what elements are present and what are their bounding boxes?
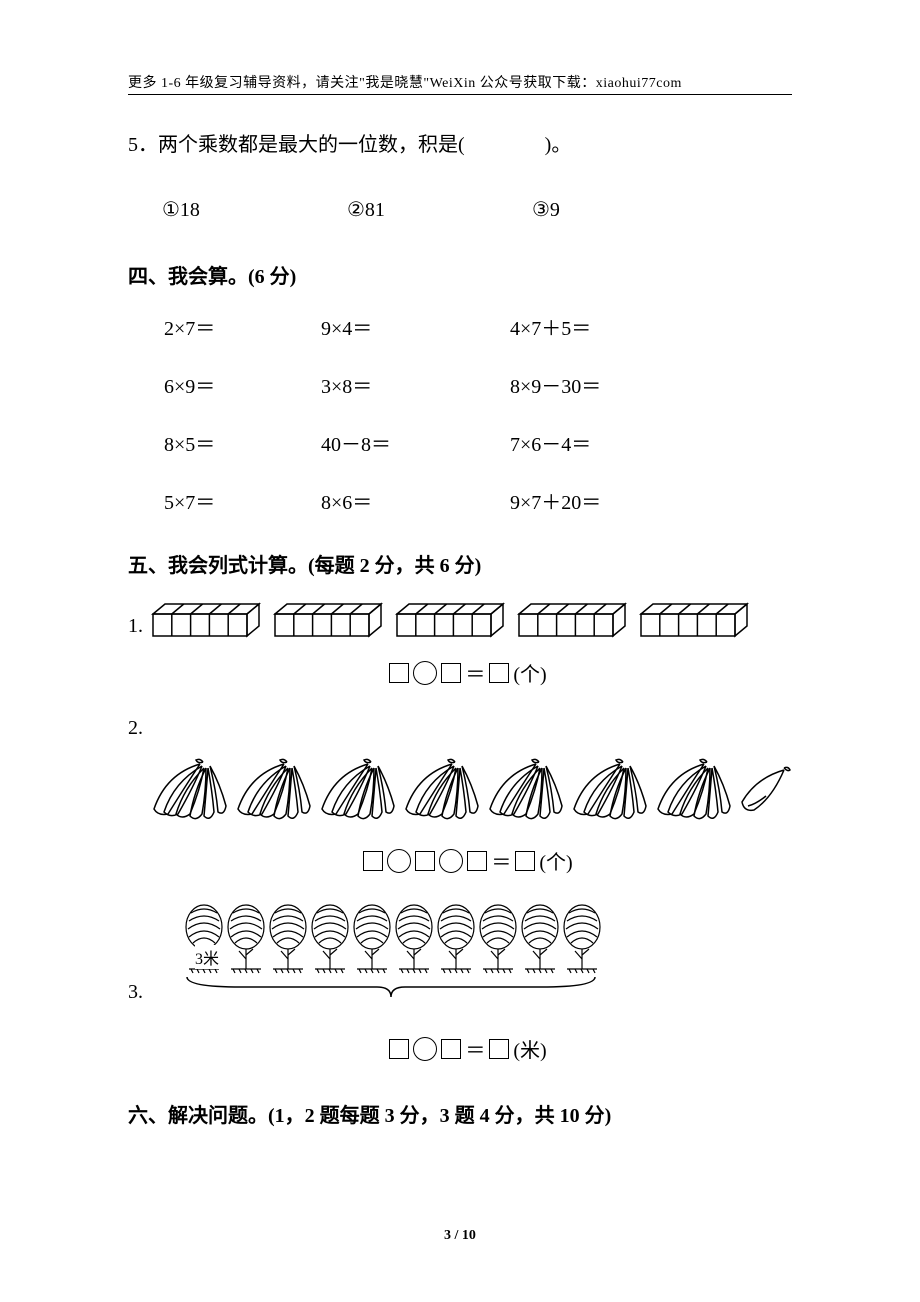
banana-bunch-icon	[316, 754, 398, 826]
calc-cell: 5×7＝	[164, 493, 316, 513]
blank-circle-icon	[413, 661, 437, 685]
tree-icon	[559, 903, 605, 975]
calc-row: 5×7＝ 8×6＝ 9×7＋20＝	[164, 493, 808, 513]
page-number: 3 / 10	[0, 1228, 920, 1244]
banana-bunch-icon	[484, 754, 566, 826]
calc-cell: 4×7＋5＝	[510, 319, 591, 339]
blank-square-icon	[441, 1039, 461, 1059]
blank-square-icon	[441, 663, 461, 683]
trees-row	[181, 903, 605, 975]
blank-circle-icon	[387, 849, 411, 873]
q5-opt3: ③9	[532, 197, 560, 222]
section-5-title: 五、我会列式计算。(每题 2 分，共 6 分)	[128, 549, 808, 578]
distance-label: 3米	[195, 945, 219, 969]
equals-sign: ＝	[465, 1034, 485, 1063]
header-rule	[128, 94, 792, 95]
banana-bunch-icon	[568, 754, 650, 826]
banana-bunch-icon	[232, 754, 314, 826]
calc-cell: 8×5＝	[164, 435, 316, 455]
calc-cell: 8×6＝	[321, 493, 505, 513]
brace-icon	[181, 975, 601, 1001]
item-1-label: 1.	[128, 615, 143, 638]
equals-sign: ＝	[465, 658, 485, 687]
blank-square-icon	[467, 851, 487, 871]
calc-cell: 40－8＝	[321, 435, 505, 455]
section-4-title: 四、我会算。(6 分)	[128, 260, 808, 289]
calc-grid: 2×7＝ 9×4＝ 4×7＋5＝ 6×9＝ 3×8＝ 8×9－30＝ 8×5＝ …	[164, 319, 808, 513]
banana-bunch-icon	[148, 754, 230, 826]
calc-cell: 7×6－4＝	[510, 435, 591, 455]
question-5-options: ①18 ②81 ③9	[162, 197, 808, 222]
banana-row	[148, 754, 808, 826]
blank-square-icon	[489, 1039, 509, 1059]
tree-icon	[433, 903, 479, 975]
equals-sign: ＝	[491, 846, 511, 875]
page-content: 5．两个乘数都是最大的一位数，积是( )。 ①18 ②81 ③9 四、我会算。(…	[128, 120, 808, 1128]
tree-icon	[307, 903, 353, 975]
calc-cell: 9×7＋20＝	[510, 493, 601, 513]
q5-opt2: ②81	[347, 197, 527, 222]
tree-icon	[475, 903, 521, 975]
cuboid-icon	[395, 602, 505, 638]
tree-icon	[391, 903, 437, 975]
tree-block: 3米	[181, 903, 605, 1006]
calc-cell: 6×9＝	[164, 377, 316, 397]
item-3-label: 3.	[128, 981, 143, 1004]
calc-row: 8×5＝ 40－8＝ 7×6－4＝	[164, 435, 808, 455]
unit-label: (个)	[513, 658, 546, 687]
blank-square-icon	[363, 851, 383, 871]
cuboid-icon	[273, 602, 383, 638]
item-2-label: 2.	[128, 717, 808, 740]
item-1: 1.	[128, 602, 808, 638]
calc-cell: 9×4＝	[321, 319, 505, 339]
formula-1: ＝ (个)	[128, 658, 808, 687]
blank-circle-icon	[413, 1037, 437, 1061]
q5-opt1: ①18	[162, 197, 342, 222]
question-5: 5．两个乘数都是最大的一位数，积是( )。	[128, 128, 808, 157]
section-6-title: 六、解决问题。(1，2 题每题 3 分，3 题 4 分，共 10 分)	[128, 1099, 808, 1128]
unit-label: (米)	[513, 1034, 546, 1063]
tree-icon	[349, 903, 395, 975]
cuboid-icon	[517, 602, 627, 638]
calc-cell: 8×9－30＝	[510, 377, 601, 397]
cuboid-icon	[639, 602, 749, 638]
blank-square-icon	[389, 663, 409, 683]
tree-icon	[265, 903, 311, 975]
banana-single-icon	[736, 760, 794, 820]
formula-2: ＝ (个)	[128, 846, 808, 875]
unit-label: (个)	[539, 846, 572, 875]
cuboid-row	[151, 602, 749, 638]
blank-square-icon	[415, 851, 435, 871]
blank-square-icon	[489, 663, 509, 683]
item-3: 3. 3米	[128, 903, 808, 1006]
tree-icon	[223, 903, 269, 975]
page-header: 更多 1-6 年级复习辅导资料，请关注"我是晓慧"WeiXin 公众号获取下载：…	[128, 72, 682, 92]
banana-bunch-icon	[400, 754, 482, 826]
banana-bunch-icon	[652, 754, 734, 826]
calc-row: 2×7＝ 9×4＝ 4×7＋5＝	[164, 319, 808, 339]
calc-row: 6×9＝ 3×8＝ 8×9－30＝	[164, 377, 808, 397]
blank-circle-icon	[439, 849, 463, 873]
tree-icon	[517, 903, 563, 975]
formula-3: ＝ (米)	[128, 1034, 808, 1063]
blank-square-icon	[389, 1039, 409, 1059]
calc-cell: 3×8＝	[321, 377, 505, 397]
calc-cell: 2×7＝	[164, 319, 316, 339]
blank-square-icon	[515, 851, 535, 871]
cuboid-icon	[151, 602, 261, 638]
